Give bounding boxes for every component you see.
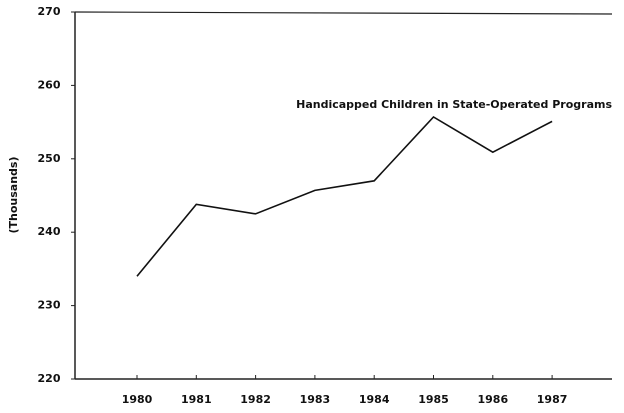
y-tick-label: 230 <box>38 299 61 312</box>
top-border <box>74 11 613 15</box>
x-tick-label: 1981 <box>181 393 212 406</box>
y-tick-label: 220 <box>38 372 61 385</box>
y-tick-label: 260 <box>38 78 61 91</box>
x-tick-label: 1982 <box>240 393 271 406</box>
y-axis-label: (Thousands) <box>7 157 20 234</box>
y-tick-label: 250 <box>38 152 61 165</box>
x-tick-label: 1987 <box>537 393 568 406</box>
x-tick-label: 1980 <box>122 393 153 406</box>
x-tick-label: 1983 <box>300 393 331 406</box>
x-tick-label: 1986 <box>477 393 508 406</box>
line <box>136 115 553 277</box>
x-tick-label: 1985 <box>418 393 449 406</box>
y-tick-label: 240 <box>38 225 61 238</box>
series-label: Handicapped Children in State-Operated P… <box>296 98 612 111</box>
y-tick-label: 270 <box>38 5 61 18</box>
x-tick-label: 1984 <box>359 393 390 406</box>
